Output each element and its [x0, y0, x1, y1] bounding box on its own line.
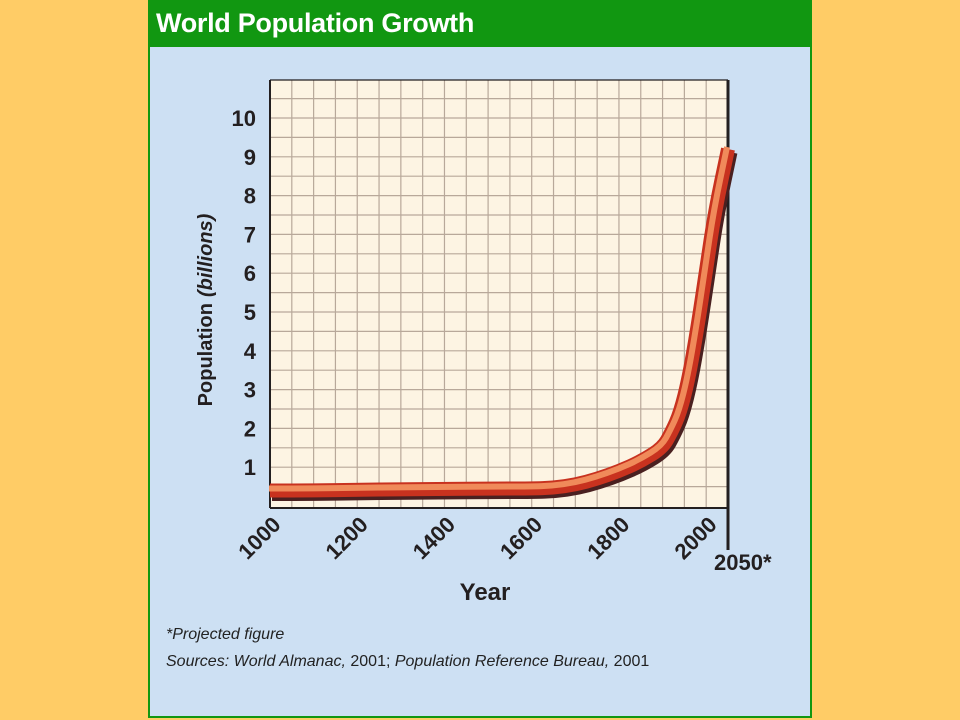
y-axis-title: Population (billions)	[195, 213, 217, 406]
y-tick-labels: 1 2 3 4 5 6 7 8 9 10	[232, 106, 257, 480]
y-tick-label: 7	[244, 222, 256, 247]
plot-area	[270, 80, 728, 508]
x-tick-labels: 1000 1200 1400 1600 1800 2000	[233, 512, 721, 564]
y-axis-title-main: Population	[195, 303, 217, 406]
y-tick-label: 2	[244, 416, 256, 441]
y-tick-label: 8	[244, 184, 256, 209]
y-axis-title-unit: (billions)	[195, 213, 217, 297]
x-axis-title: Year	[460, 579, 511, 606]
x-tick-label: 1800	[582, 512, 634, 564]
x-tick-label: 1400	[408, 512, 460, 564]
source-2-year: 2001	[609, 653, 650, 670]
y-tick-label: 4	[244, 339, 257, 364]
series-line-highlight	[268, 146, 730, 492]
series-group	[268, 146, 738, 501]
y-tick-label: 10	[232, 106, 256, 131]
source-1-year: 2001;	[345, 653, 395, 670]
y-tick-label: 6	[244, 261, 256, 286]
chart-title: World Population Growth	[156, 8, 475, 38]
chart-panel: World Population Growth 1 2 3 4 5 6 7 8 9 10 1000…	[148, 0, 812, 718]
sources-prefix: Sources:	[166, 653, 234, 670]
x-tick-label: 1200	[320, 512, 372, 564]
source-2: Population Reference Bureau,	[394, 653, 610, 670]
sources-note: Sources: World Almanac, 2001; Population…	[166, 653, 649, 671]
y-tick-label: 1	[244, 455, 256, 480]
source-1: World Almanac,	[233, 653, 346, 670]
grid-lines	[270, 80, 728, 508]
footnote: *Projected figure	[166, 626, 285, 643]
y-tick-label: 3	[244, 378, 256, 403]
title-bar: World Population Growth	[150, 0, 810, 47]
y-tick-label: 5	[244, 300, 256, 325]
x-tick-label: 1000	[233, 512, 285, 564]
x-tick-label: 1600	[495, 512, 547, 564]
x-end-label: 2050*	[714, 550, 772, 575]
y-tick-label: 9	[244, 145, 256, 170]
